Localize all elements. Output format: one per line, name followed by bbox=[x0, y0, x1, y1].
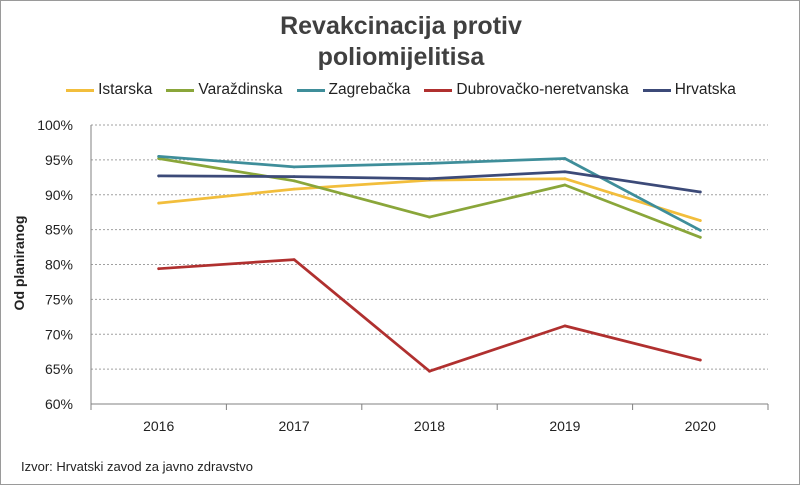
legend-swatch bbox=[66, 88, 95, 92]
data-point bbox=[292, 175, 296, 179]
data-point bbox=[698, 358, 702, 362]
legend-item: Dubrovačko-neretvanska bbox=[424, 81, 629, 99]
data-point bbox=[157, 174, 161, 178]
legend-item: Hrvatska bbox=[642, 81, 736, 99]
legend-label: Varaždinska bbox=[198, 81, 283, 98]
data-point bbox=[698, 190, 702, 194]
y-tick-label: 80% bbox=[45, 257, 73, 273]
y-tick-label: 100% bbox=[37, 117, 73, 133]
data-point bbox=[292, 187, 296, 191]
legend-item: Istarska bbox=[66, 81, 152, 99]
legend-label: Zagrebačka bbox=[328, 81, 411, 98]
series-line-3 bbox=[157, 155, 702, 232]
y-tick-label: 95% bbox=[45, 152, 73, 168]
data-point bbox=[157, 201, 161, 205]
data-point bbox=[563, 177, 567, 181]
x-tick-label: 2020 bbox=[685, 418, 716, 434]
data-point bbox=[563, 157, 567, 160]
x-tick-label: 2018 bbox=[414, 418, 445, 434]
data-point bbox=[292, 258, 296, 262]
data-point bbox=[428, 161, 431, 165]
series-line-2 bbox=[157, 157, 702, 239]
data-point bbox=[698, 228, 702, 232]
y-tick-label: 90% bbox=[45, 187, 73, 203]
series-line-1 bbox=[157, 177, 702, 222]
y-tick-label: 60% bbox=[45, 396, 73, 412]
data-point bbox=[698, 235, 702, 239]
chart-title-line-2: poliomijelitisa bbox=[317, 43, 485, 71]
series-line-4 bbox=[157, 258, 702, 373]
series-line-5 bbox=[157, 170, 702, 194]
y-tick-label: 70% bbox=[45, 326, 73, 342]
chart-title: Revakcinacija protiv poliomijelitisa bbox=[1, 11, 800, 73]
data-point bbox=[698, 219, 702, 222]
data-point bbox=[157, 154, 161, 158]
data-point bbox=[157, 267, 161, 271]
y-tick-label: 65% bbox=[45, 361, 73, 377]
data-point bbox=[292, 165, 296, 169]
data-point bbox=[563, 170, 567, 174]
data-point bbox=[428, 177, 431, 181]
legend-swatch bbox=[166, 88, 195, 92]
legend-swatch bbox=[296, 88, 325, 92]
x-tick-label: 2019 bbox=[549, 418, 580, 434]
data-point bbox=[292, 179, 296, 183]
x-tick-label: 2017 bbox=[279, 418, 310, 434]
legend-swatch bbox=[424, 88, 453, 92]
x-tick-label: 2016 bbox=[143, 418, 174, 434]
data-point bbox=[428, 215, 431, 219]
legend-label: Hrvatska bbox=[674, 81, 736, 98]
legend-label: Dubrovačko-neretvanska bbox=[456, 81, 629, 98]
chart-legend: Istarska Varaždinska Zagrebačka Dubrovačko-… bbox=[1, 81, 800, 99]
legend-item: Varaždinska bbox=[166, 81, 283, 99]
data-point bbox=[428, 369, 431, 373]
source-note: Izvor: Hrvatski zavod za javno zdravstvo bbox=[21, 459, 253, 474]
y-tick-label: 75% bbox=[45, 291, 73, 307]
data-point bbox=[563, 183, 567, 187]
legend-swatch bbox=[642, 88, 671, 92]
y-tick-label: 85% bbox=[45, 222, 73, 238]
legend-label: Istarska bbox=[98, 81, 153, 98]
chart-title-line-1: Revakcinacija protiv bbox=[280, 12, 522, 40]
data-point bbox=[563, 324, 567, 328]
legend-item: Zagrebačka bbox=[296, 81, 411, 99]
